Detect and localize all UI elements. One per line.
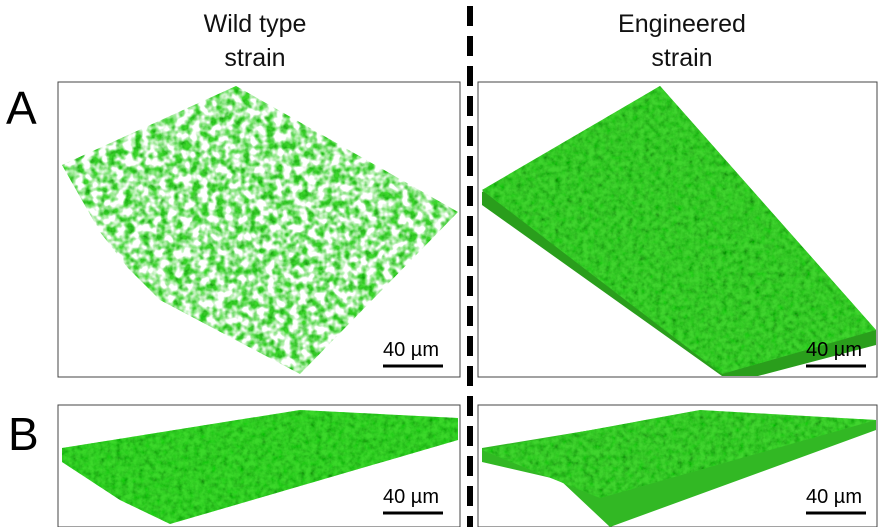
page: Wild type strain Engineered strain A B 4…: [0, 0, 878, 527]
scale-bar-label: 40 µm: [806, 486, 862, 508]
column-title: strain: [224, 44, 285, 72]
figure: Wild type strain Engineered strain A B 4…: [0, 0, 878, 527]
scale-bar-label: 40 µm: [383, 339, 439, 361]
column-title: strain: [651, 44, 712, 72]
column-title: Engineered: [618, 10, 746, 38]
scale-bar-label: 40 µm: [383, 486, 439, 508]
row-label: A: [6, 82, 37, 134]
scale-bar-label: 40 µm: [806, 339, 862, 361]
row-label: B: [8, 408, 39, 460]
column-title: Wild type: [204, 10, 307, 38]
